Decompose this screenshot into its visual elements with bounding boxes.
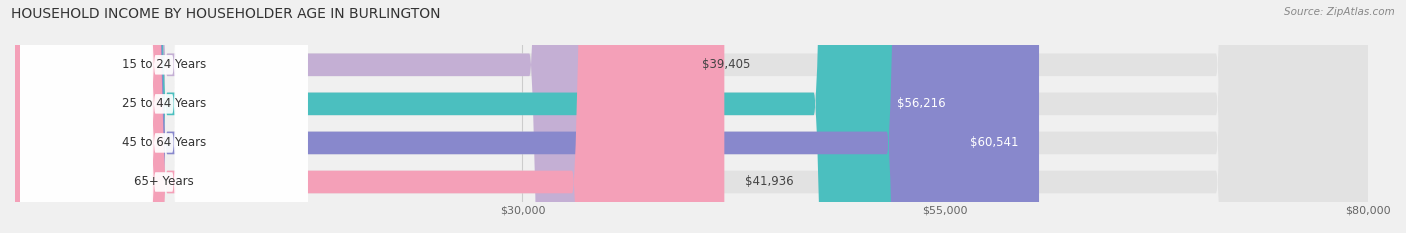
Text: $39,405: $39,405 <box>702 58 751 71</box>
FancyBboxPatch shape <box>20 0 308 233</box>
Text: $60,541: $60,541 <box>970 137 1019 149</box>
Text: HOUSEHOLD INCOME BY HOUSEHOLDER AGE IN BURLINGTON: HOUSEHOLD INCOME BY HOUSEHOLDER AGE IN B… <box>11 7 440 21</box>
FancyBboxPatch shape <box>15 0 966 233</box>
FancyBboxPatch shape <box>20 0 308 233</box>
FancyBboxPatch shape <box>15 0 1368 233</box>
FancyBboxPatch shape <box>15 0 724 233</box>
Text: 45 to 64 Years: 45 to 64 Years <box>122 137 205 149</box>
FancyBboxPatch shape <box>20 0 308 233</box>
FancyBboxPatch shape <box>15 0 1039 233</box>
Text: Source: ZipAtlas.com: Source: ZipAtlas.com <box>1284 7 1395 17</box>
Text: 15 to 24 Years: 15 to 24 Years <box>122 58 205 71</box>
Text: $56,216: $56,216 <box>897 97 946 110</box>
FancyBboxPatch shape <box>15 0 1368 233</box>
FancyBboxPatch shape <box>15 0 1368 233</box>
Text: $41,936: $41,936 <box>745 175 793 188</box>
FancyBboxPatch shape <box>15 0 1368 233</box>
Text: 65+ Years: 65+ Years <box>134 175 194 188</box>
FancyBboxPatch shape <box>20 0 308 233</box>
Text: 25 to 44 Years: 25 to 44 Years <box>122 97 205 110</box>
FancyBboxPatch shape <box>15 0 682 233</box>
